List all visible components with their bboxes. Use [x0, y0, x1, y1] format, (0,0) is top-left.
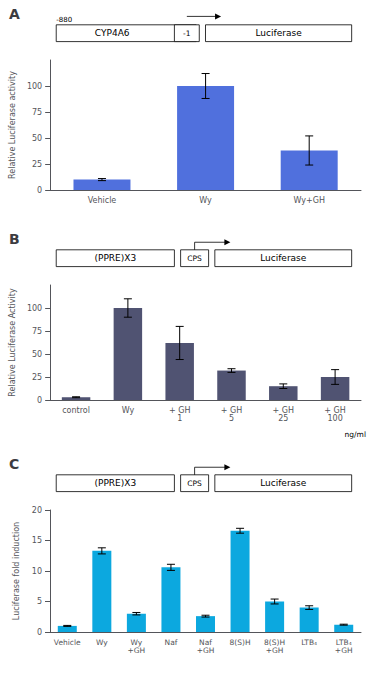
svg-text:Vehicle: Vehicle	[54, 638, 81, 647]
svg-text:Wy: Wy	[96, 638, 108, 647]
svg-text:CPS: CPS	[187, 479, 202, 488]
svg-text:A: A	[9, 6, 20, 22]
svg-text:LTB₄: LTB₄	[301, 638, 317, 647]
svg-text:75: 75	[32, 108, 42, 117]
svg-text:Naf: Naf	[165, 638, 178, 647]
svg-text:50: 50	[32, 350, 42, 359]
svg-text:0: 0	[37, 186, 42, 195]
svg-text:C: C	[9, 456, 19, 472]
svg-text:Luciferase: Luciferase	[260, 253, 307, 263]
svg-text:8(S)H: 8(S)H	[264, 637, 286, 647]
svg-text:1: 1	[177, 414, 182, 423]
svg-text:+ GH: + GH	[324, 405, 346, 415]
svg-text:B: B	[9, 231, 20, 247]
svg-text:control: control	[62, 406, 90, 415]
svg-text:+GH: +GH	[128, 646, 146, 655]
svg-text:-880: -880	[56, 16, 72, 24]
svg-text:Wy: Wy	[122, 406, 135, 415]
svg-text:-1: -1	[183, 29, 191, 38]
svg-text:Relative Luciferase activity: Relative Luciferase activity	[8, 71, 17, 179]
svg-text:50: 50	[32, 134, 42, 143]
svg-text:Luciferase: Luciferase	[256, 28, 303, 38]
svg-text:Luciferase: Luciferase	[260, 478, 307, 488]
svg-text:+GH: +GH	[335, 646, 353, 655]
svg-text:0: 0	[37, 396, 42, 405]
svg-text:Wy+GH: Wy+GH	[293, 196, 324, 205]
svg-text:25: 25	[32, 373, 42, 382]
svg-text:10: 10	[32, 567, 42, 576]
svg-text:5: 5	[37, 597, 42, 606]
svg-text:Wy: Wy	[199, 196, 212, 205]
svg-text:20: 20	[32, 506, 42, 515]
svg-text:+GH: +GH	[197, 646, 215, 655]
svg-text:Naf: Naf	[199, 637, 212, 647]
svg-text:CPS: CPS	[187, 254, 202, 263]
svg-text:Relative Luciferase Activity: Relative Luciferase Activity	[8, 288, 17, 397]
svg-text:100: 100	[327, 414, 342, 423]
svg-text:+ GH: + GH	[272, 405, 294, 415]
svg-text:5: 5	[229, 414, 234, 423]
svg-text:ng/ml: ng/ml	[345, 430, 366, 439]
svg-text:+ GH: + GH	[220, 405, 243, 415]
svg-text:+GH: +GH	[266, 646, 284, 655]
svg-text:(PPRE)X3: (PPRE)X3	[94, 478, 136, 488]
svg-text:0: 0	[37, 628, 42, 637]
svg-text:CYP4A6: CYP4A6	[95, 28, 130, 38]
svg-text:LTB₄: LTB₄	[335, 637, 352, 647]
svg-text:8(S)H: 8(S)H	[230, 638, 251, 647]
svg-text:Luciferase fold induction: Luciferase fold induction	[12, 522, 21, 620]
svg-text:15: 15	[32, 536, 42, 545]
svg-text:25: 25	[278, 414, 288, 423]
svg-text:100: 100	[27, 82, 42, 91]
svg-text:Vehicle: Vehicle	[88, 196, 117, 205]
svg-text:25: 25	[32, 160, 42, 169]
svg-text:100: 100	[27, 304, 42, 313]
svg-text:+ GH: + GH	[168, 405, 191, 415]
svg-text:75: 75	[32, 327, 42, 336]
svg-text:Wy: Wy	[130, 637, 143, 647]
svg-text:(PPRE)X3: (PPRE)X3	[94, 253, 136, 263]
